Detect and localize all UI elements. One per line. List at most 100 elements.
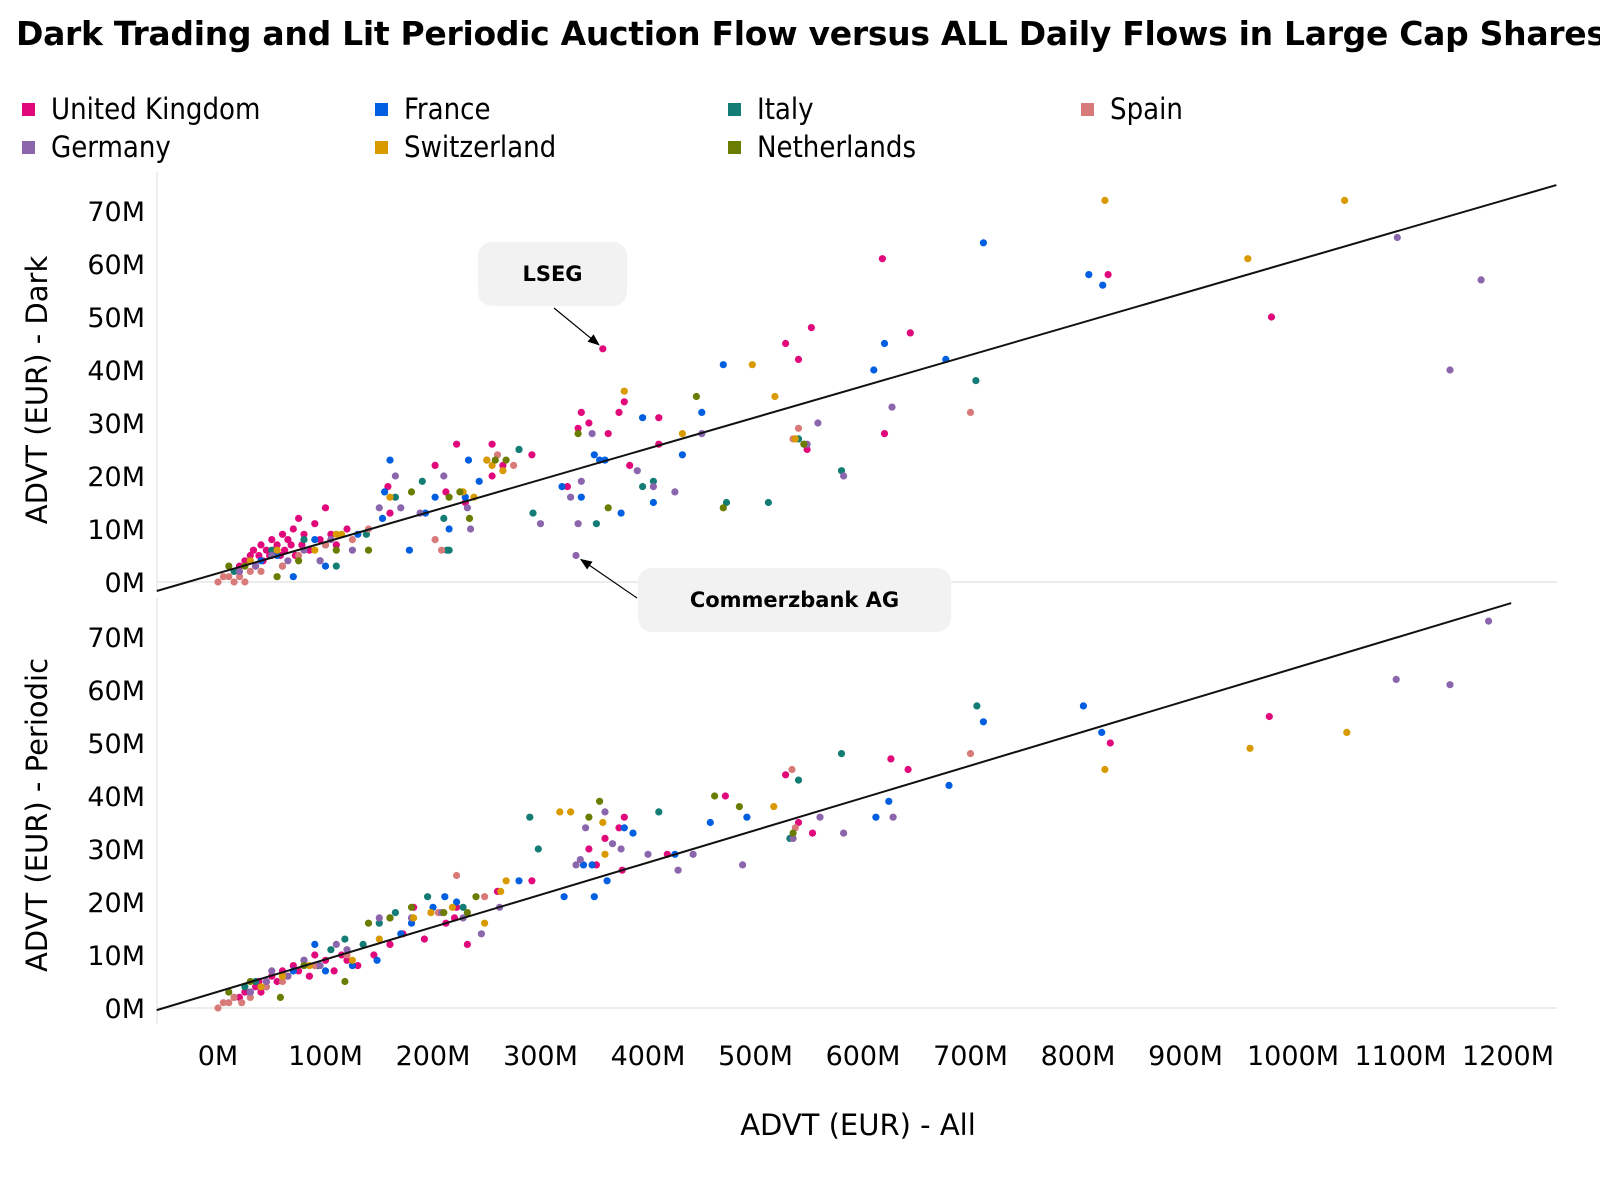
data-point-united-kingdom[interactable] [585,419,593,427]
data-point-germany[interactable] [601,808,609,816]
data-point-netherlands[interactable] [364,919,373,927]
data-point-france[interactable] [678,451,687,459]
data-point-united-kingdom[interactable] [488,440,496,448]
data-point-united-kingdom[interactable] [284,536,292,544]
data-point-united-kingdom[interactable] [577,408,585,416]
data-point-united-kingdom[interactable] [499,461,507,469]
data-point-germany[interactable] [440,472,448,480]
data-point-germany[interactable] [268,967,276,975]
data-point-spain[interactable] [966,750,975,758]
data-point-france[interactable] [945,781,953,790]
data-point-france[interactable] [373,956,381,964]
data-point-italy[interactable] [837,750,846,758]
data-point-switzerland[interactable] [448,903,456,911]
data-point-united-kingdom[interactable] [585,845,593,853]
data-point-germany[interactable] [814,419,822,427]
legend-item-france[interactable]: France [375,90,491,128]
data-point-germany[interactable] [477,930,485,938]
data-point-united-kingdom[interactable] [257,988,265,996]
data-point-spain[interactable] [214,1004,222,1012]
data-point-united-kingdom[interactable] [246,551,254,560]
data-point-united-kingdom[interactable] [321,504,330,512]
data-point-france[interactable] [475,477,483,485]
data-point-united-kingdom[interactable] [880,430,889,438]
data-point-france[interactable] [588,861,596,869]
data-point-spain[interactable] [257,567,265,576]
data-point-united-kingdom[interactable] [782,339,790,348]
data-point-spain[interactable] [794,424,803,432]
data-point-netherlands[interactable] [386,914,394,922]
legend-item-spain[interactable]: Spain [1081,90,1183,128]
data-point-netherlands[interactable] [585,813,593,821]
data-point-france[interactable] [979,239,988,247]
data-point-switzerland[interactable] [488,461,496,469]
data-point-united-kingdom[interactable] [655,414,663,422]
data-point-united-kingdom[interactable] [442,488,450,496]
data-point-germany[interactable] [391,472,399,480]
data-point-germany[interactable] [789,834,797,843]
data-point-switzerland[interactable] [502,877,510,885]
data-point-germany[interactable] [1393,233,1401,242]
data-point-france[interactable] [558,483,566,491]
data-point-italy[interactable] [722,498,731,507]
data-point-switzerland[interactable] [770,803,778,811]
data-point-netherlands[interactable] [692,392,701,401]
data-point-netherlands[interactable] [445,493,453,501]
data-point-united-kingdom[interactable] [878,255,887,263]
legend-item-germany[interactable]: Germany [22,128,171,166]
data-point-united-kingdom[interactable] [289,525,297,533]
data-point-italy[interactable] [794,776,803,784]
data-point-spain[interactable] [438,546,446,554]
data-point-spain[interactable] [453,871,461,880]
data-point-united-kingdom[interactable] [808,829,817,837]
data-point-italy[interactable] [375,919,383,927]
data-point-germany[interactable] [375,914,383,922]
data-point-germany[interactable] [1446,681,1454,689]
data-point-france[interactable] [321,967,330,975]
data-point-germany[interactable] [567,493,575,501]
data-point-spain[interactable] [225,573,233,581]
data-point-united-kingdom[interactable] [327,530,335,538]
data-point-spain[interactable] [235,573,244,581]
data-point-netherlands[interactable] [225,988,233,996]
data-point-united-kingdom[interactable] [620,813,628,821]
data-point-germany[interactable] [649,483,658,491]
data-point-united-kingdom[interactable] [887,755,895,763]
data-point-switzerland[interactable] [791,435,799,443]
data-point-france[interactable] [289,573,297,581]
data-point-germany[interactable] [262,977,270,986]
data-point-spain[interactable] [219,573,227,581]
data-point-netherlands[interactable] [332,546,340,554]
data-point-spain[interactable] [481,893,489,901]
data-point-germany[interactable] [617,845,625,853]
data-point-netherlands[interactable] [273,573,281,581]
data-point-switzerland[interactable] [332,530,340,538]
data-point-united-kingdom[interactable] [615,408,623,416]
data-point-united-kingdom[interactable] [794,355,803,363]
data-point-france[interactable] [311,536,319,544]
data-point-switzerland[interactable] [348,956,356,964]
data-point-switzerland[interactable] [1246,744,1254,752]
data-point-france[interactable] [639,414,647,422]
data-point-netherlands[interactable] [341,977,349,986]
data-point-netherlands[interactable] [789,829,797,837]
data-point-germany[interactable] [375,504,383,512]
data-point-switzerland[interactable] [599,818,607,827]
data-point-spain[interactable] [246,993,254,1002]
data-point-netherlands[interactable] [456,488,464,496]
data-point-france[interactable] [560,893,568,901]
data-point-united-kingdom[interactable] [316,536,324,544]
data-point-united-kingdom[interactable] [287,541,295,549]
data-point-united-kingdom[interactable] [904,765,912,774]
data-point-netherlands[interactable] [465,514,474,523]
data-point-france[interactable] [979,718,988,726]
data-point-germany[interactable] [235,567,244,576]
data-point-germany[interactable] [840,829,848,837]
data-point-united-kingdom[interactable] [241,988,249,996]
data-point-netherlands[interactable] [225,562,233,570]
data-point-germany[interactable] [316,557,324,565]
data-point-germany[interactable] [889,813,897,821]
data-point-germany[interactable] [888,403,896,411]
data-point-spain[interactable] [230,993,238,1002]
data-point-italy[interactable] [526,813,534,821]
